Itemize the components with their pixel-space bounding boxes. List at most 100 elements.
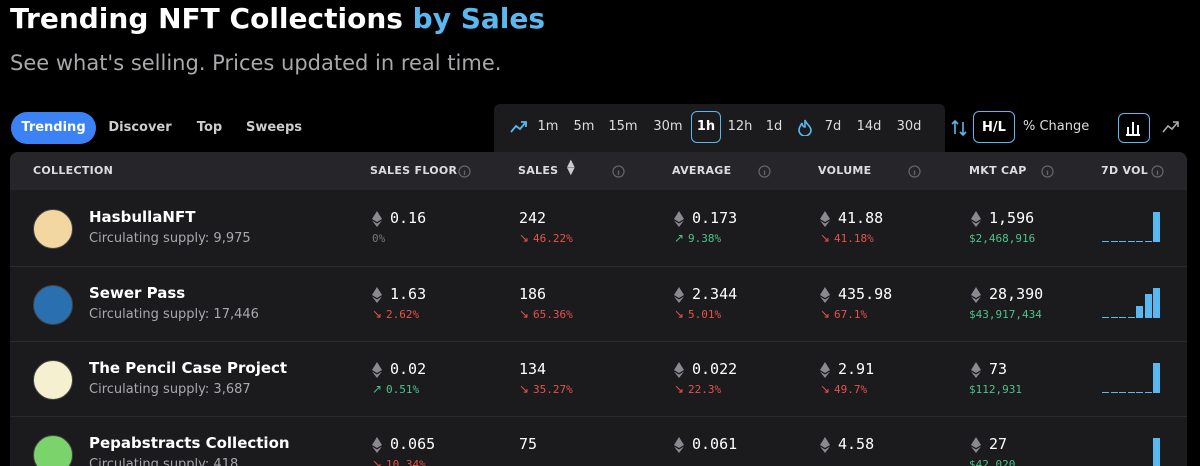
time-filter[interactable]: 1d xyxy=(765,119,783,134)
cell-value: 2.91 xyxy=(838,360,875,378)
info-circle xyxy=(458,165,471,178)
tab[interactable]: Discover xyxy=(108,120,172,135)
info-circle xyxy=(908,165,921,178)
eth-bottom xyxy=(820,371,830,378)
line-view-button[interactable] xyxy=(1162,120,1180,134)
cell-value: 1.63 xyxy=(390,285,427,303)
supply: Circulating supply: 17,446 xyxy=(89,307,259,322)
cell-value: 0.065 xyxy=(390,435,436,453)
info-icon[interactable] xyxy=(758,165,771,178)
column-header[interactable]: SALES FLOOR xyxy=(370,164,458,177)
change-value: 22.3% xyxy=(688,383,722,396)
time-filter[interactable]: 15m xyxy=(608,119,638,134)
eth-top xyxy=(674,287,684,298)
collection-name[interactable]: Sewer Pass xyxy=(89,284,186,302)
sort-icon[interactable] xyxy=(950,119,968,137)
row-divider xyxy=(10,266,1187,267)
eth-icon xyxy=(971,211,981,227)
vol-bar xyxy=(1119,317,1126,318)
eth-bottom xyxy=(820,296,830,303)
title-accent: by Sales xyxy=(412,2,546,35)
time-filter[interactable]: 30d xyxy=(896,119,922,134)
info-circle xyxy=(612,165,625,178)
time-filter[interactable]: 1m xyxy=(537,119,559,134)
supply: Circulating supply: 3,687 xyxy=(89,382,251,397)
tab[interactable]: Sweeps xyxy=(245,120,303,135)
column-header[interactable]: SALES xyxy=(518,164,559,177)
eth-top xyxy=(372,362,382,373)
cell-value: 0.173 xyxy=(692,209,738,227)
vol-bar xyxy=(1102,392,1109,393)
change-arrow: ↘ xyxy=(820,231,831,245)
eth-top xyxy=(372,287,382,298)
eth-bottom xyxy=(372,446,382,453)
time-filter[interactable]: 12h xyxy=(727,119,753,134)
change-value: 10.34% xyxy=(386,458,426,466)
eth-bottom xyxy=(372,371,382,378)
tab[interactable]: Trending xyxy=(11,112,96,144)
collection-name[interactable]: Pepabstracts Collection xyxy=(89,434,290,452)
vol-bar xyxy=(1153,212,1160,242)
change-value: 35.27% xyxy=(533,383,573,396)
eth-bottom xyxy=(674,296,684,303)
eth-icon xyxy=(674,211,684,227)
info-icon[interactable] xyxy=(908,165,921,178)
vol-bar xyxy=(1153,363,1160,393)
time-filter[interactable]: 7d xyxy=(824,119,842,134)
cell-value: 186 xyxy=(519,285,547,303)
vol-bar xyxy=(1144,241,1152,242)
cell-value: 435.98 xyxy=(838,285,893,303)
sort-caret[interactable]: ▲ ▼ xyxy=(567,158,575,177)
info-icon[interactable] xyxy=(612,165,625,178)
chart-view-button[interactable] xyxy=(1118,113,1150,143)
info-icon[interactable] xyxy=(1151,165,1164,178)
eth-icon xyxy=(820,287,830,303)
collection-name[interactable]: The Pencil Case Project xyxy=(89,359,288,377)
info-circle xyxy=(1041,165,1054,178)
time-filter[interactable]: 1h xyxy=(691,111,721,143)
eth-icon xyxy=(971,437,981,453)
vol-bar xyxy=(1153,288,1160,318)
vol-bar xyxy=(1119,241,1126,242)
vol-bar xyxy=(1119,392,1126,393)
cell-value: 4.58 xyxy=(838,435,875,453)
info-icon[interactable] xyxy=(1041,165,1054,178)
change-arrow: ↘ xyxy=(820,307,831,321)
change-arrow: ↗ xyxy=(674,231,685,245)
change-arrow: ↘ xyxy=(519,307,530,321)
cell-value: 27 xyxy=(989,435,1008,453)
column-header[interactable]: MKT CAP xyxy=(969,164,1027,177)
tab[interactable]: Top xyxy=(196,120,223,135)
time-filter[interactable]: 5m xyxy=(573,119,595,134)
column-header[interactable]: AVERAGE xyxy=(672,164,732,177)
eth-icon xyxy=(372,287,382,303)
info-icon[interactable] xyxy=(458,165,471,178)
info-circle xyxy=(758,165,771,178)
vol-bar xyxy=(1136,241,1143,242)
eth-top xyxy=(971,211,981,222)
vol-bar xyxy=(1110,241,1118,242)
avatar xyxy=(33,285,73,325)
change-value: 5.01% xyxy=(688,308,722,321)
cell-value: 73 xyxy=(989,360,1008,378)
time-filter[interactable]: 30m xyxy=(653,119,683,134)
vol-bar xyxy=(1127,241,1135,242)
collection-name[interactable]: HasbullaNFT xyxy=(89,208,196,226)
time-filter[interactable]: 14d xyxy=(856,119,882,134)
sort-toggle[interactable]: H/L xyxy=(973,111,1015,143)
column-header[interactable]: VOLUME xyxy=(818,164,872,177)
eth-bottom xyxy=(674,371,684,378)
change-arrow: ↘ xyxy=(820,382,831,396)
vol-bar xyxy=(1136,306,1143,318)
vol-bar xyxy=(1127,392,1135,393)
eth-top xyxy=(820,362,830,373)
eth-icon xyxy=(820,362,830,378)
column-header[interactable]: 7D VOL xyxy=(1101,164,1149,177)
eth-icon xyxy=(674,362,684,378)
eth-bottom xyxy=(674,446,684,453)
eth-bottom xyxy=(372,220,382,227)
title: Trending NFT Collections xyxy=(10,2,403,35)
eth-top xyxy=(820,437,830,448)
cell-value: 242 xyxy=(519,209,547,227)
change-toggle[interactable]: % Change xyxy=(1023,119,1090,134)
